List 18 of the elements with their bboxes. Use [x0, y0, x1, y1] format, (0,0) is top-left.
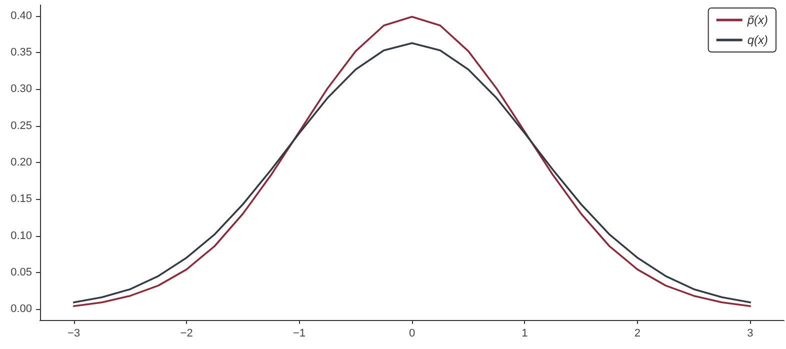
x-tick-label: −2	[180, 328, 193, 340]
x-tick-label: 2	[634, 328, 641, 340]
x-tick-label: −1	[293, 328, 306, 340]
x-tick-label: 3	[747, 328, 754, 340]
y-tick-label: 0.15	[10, 193, 32, 206]
y-tick-label: 0.05	[10, 266, 32, 278]
x-tick-label: 1	[522, 328, 528, 340]
y-tick-label: 0.40	[10, 10, 32, 22]
x-tick-label: 0	[408, 328, 416, 340]
x-tick-label: −3	[68, 328, 80, 340]
y-tick-label: 0.35	[10, 46, 32, 59]
y-tick-label: 0.25	[10, 120, 32, 132]
y-tick-label: 0.20	[10, 156, 32, 168]
legend-label: p̃(x)	[746, 13, 768, 27]
y-tick-label: 0.30	[10, 83, 32, 96]
y-tick-label: 0.00	[10, 303, 32, 316]
legend-label: q(x)	[747, 33, 768, 47]
y-tick-label: 0.10	[10, 230, 32, 242]
